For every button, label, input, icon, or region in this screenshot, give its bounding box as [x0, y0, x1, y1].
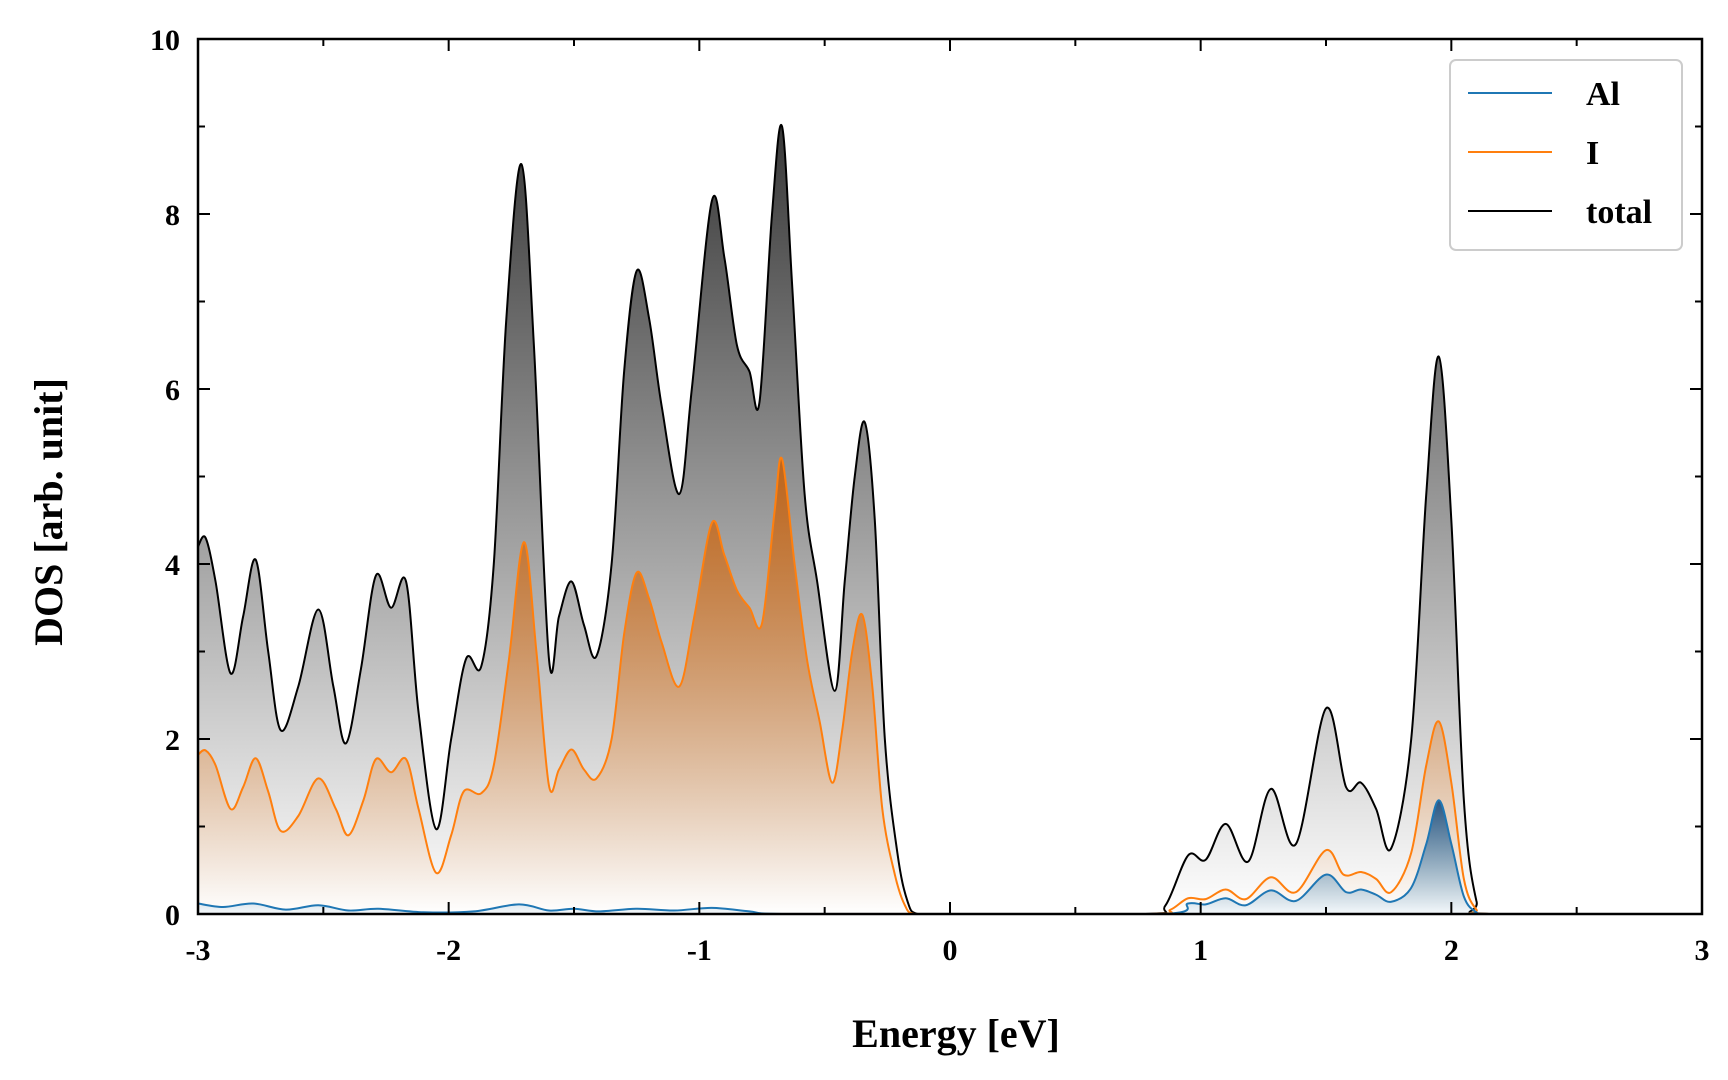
x-tick-label: -1	[687, 934, 712, 967]
y-tick-label: 10	[150, 24, 180, 57]
legend-box	[1449, 59, 1683, 251]
axes: -3 -2 -1 0 1 2 3 0 2 4 6 8 10	[150, 24, 1710, 967]
x-tick-label: 2	[1444, 934, 1459, 967]
y-tick-label: 4	[165, 549, 180, 582]
y-tick-label: 0	[165, 899, 180, 932]
x-tick-label: -3	[186, 934, 211, 967]
legend-label-i: I	[1586, 135, 1599, 172]
series-total-line	[197, 123, 1702, 916]
legend-label-total: total	[1586, 194, 1652, 231]
series-total-fill	[198, 124, 1702, 915]
y-tick-label: 6	[165, 374, 180, 407]
x-axis-label: Energy [eV]	[852, 1011, 1060, 1056]
x-tick-label: 3	[1695, 934, 1710, 967]
series-layer	[197, 123, 1702, 916]
x-tick-label: -2	[436, 934, 461, 967]
series-i-line	[197, 456, 1702, 916]
y-tick-label: 2	[165, 724, 180, 757]
x-tick-label: 0	[943, 934, 958, 967]
x-tick-label: 1	[1193, 934, 1208, 967]
y-axis-label: DOS [arb. unit]	[26, 378, 71, 646]
series-al-fill	[198, 800, 1702, 914]
y-tick-label: 8	[165, 199, 180, 232]
series-i-fill	[198, 457, 1702, 914]
legend-label-al: Al	[1586, 76, 1620, 113]
